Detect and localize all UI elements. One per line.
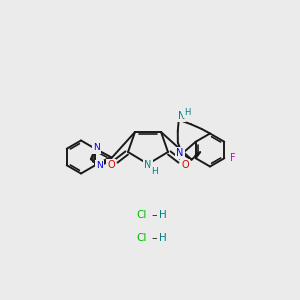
Text: Cl: Cl: [137, 233, 147, 243]
Text: H: H: [151, 167, 158, 176]
Text: H: H: [159, 210, 167, 220]
Text: N: N: [96, 161, 103, 170]
Text: F: F: [230, 153, 236, 163]
Text: –: –: [151, 210, 157, 220]
Text: –: –: [151, 233, 157, 243]
Text: H: H: [184, 108, 191, 117]
Text: O: O: [107, 160, 115, 170]
Text: Cl: Cl: [137, 210, 147, 220]
Text: N: N: [144, 160, 152, 170]
Text: H: H: [159, 233, 167, 243]
Text: N: N: [93, 144, 100, 153]
Text: O: O: [181, 160, 189, 170]
Text: N: N: [176, 148, 184, 158]
Text: N: N: [178, 111, 185, 121]
Text: N: N: [93, 143, 100, 152]
